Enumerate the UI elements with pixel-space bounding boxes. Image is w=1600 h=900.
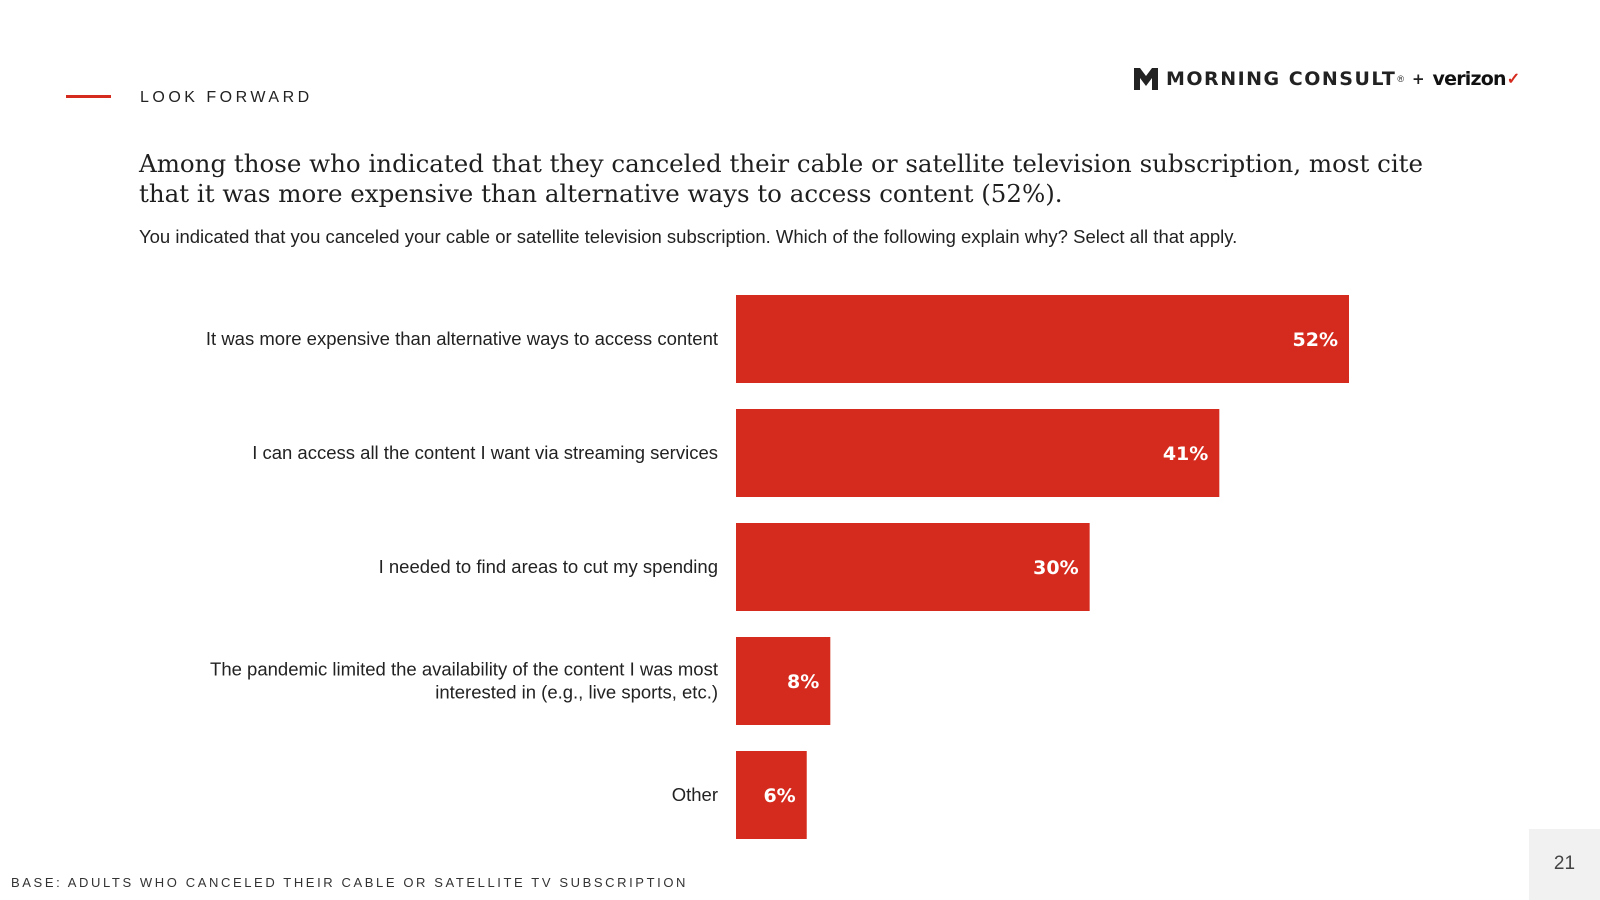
brand-logo: MORNING CONSULT ® + verizon ✓ — [1134, 66, 1520, 92]
bar-value-label-3: 30% — [1033, 557, 1078, 579]
bar-value-label-1: 52% — [1293, 329, 1338, 351]
category-label-2: I can access all the content I want via … — [252, 442, 718, 463]
category-label-1: It was more expensive than alternative w… — [206, 328, 718, 349]
page-number: 21 — [1553, 853, 1576, 874]
brand-trademark: ® — [1397, 74, 1404, 84]
accent-line — [66, 95, 111, 98]
category-label-5: Other — [672, 784, 718, 805]
page-title: Among those who indicated that they canc… — [139, 149, 1424, 208]
category-label-4-line-2: interested in (e.g., live sports, etc.) — [435, 682, 718, 703]
verizon-check-icon: ✓ — [1506, 71, 1521, 88]
page-number-box: 21 — [1529, 829, 1600, 900]
category-label-3: I needed to find areas to cut my spendin… — [379, 556, 718, 577]
category-label-4-line-1: The pandemic limited the availability of… — [210, 659, 718, 680]
brand-partner: verizon — [1432, 68, 1507, 90]
bar-5 — [736, 751, 807, 839]
bar-3 — [736, 523, 1090, 611]
bar-4 — [736, 637, 831, 725]
brand-plus: + — [1411, 70, 1425, 88]
bar-value-label-5: 6% — [763, 785, 795, 807]
brand-primary: MORNING CONSULT — [1166, 68, 1397, 90]
bar-1 — [736, 295, 1349, 383]
bar-2 — [736, 409, 1220, 497]
survey-question: You indicated that you canceled your cab… — [139, 226, 1238, 247]
bar-value-label-4: 8% — [787, 671, 819, 693]
bar-chart: 52% It was more expensive than alternativ… — [206, 295, 1349, 839]
section-label: LOOK FORWARD — [140, 89, 313, 106]
bar-value-label-2: 41% — [1163, 443, 1208, 465]
morning-consult-m-icon — [1134, 68, 1158, 90]
base-note: BASE: ADULTS WHO CANCELED THEIR CABLE OR… — [11, 875, 689, 890]
